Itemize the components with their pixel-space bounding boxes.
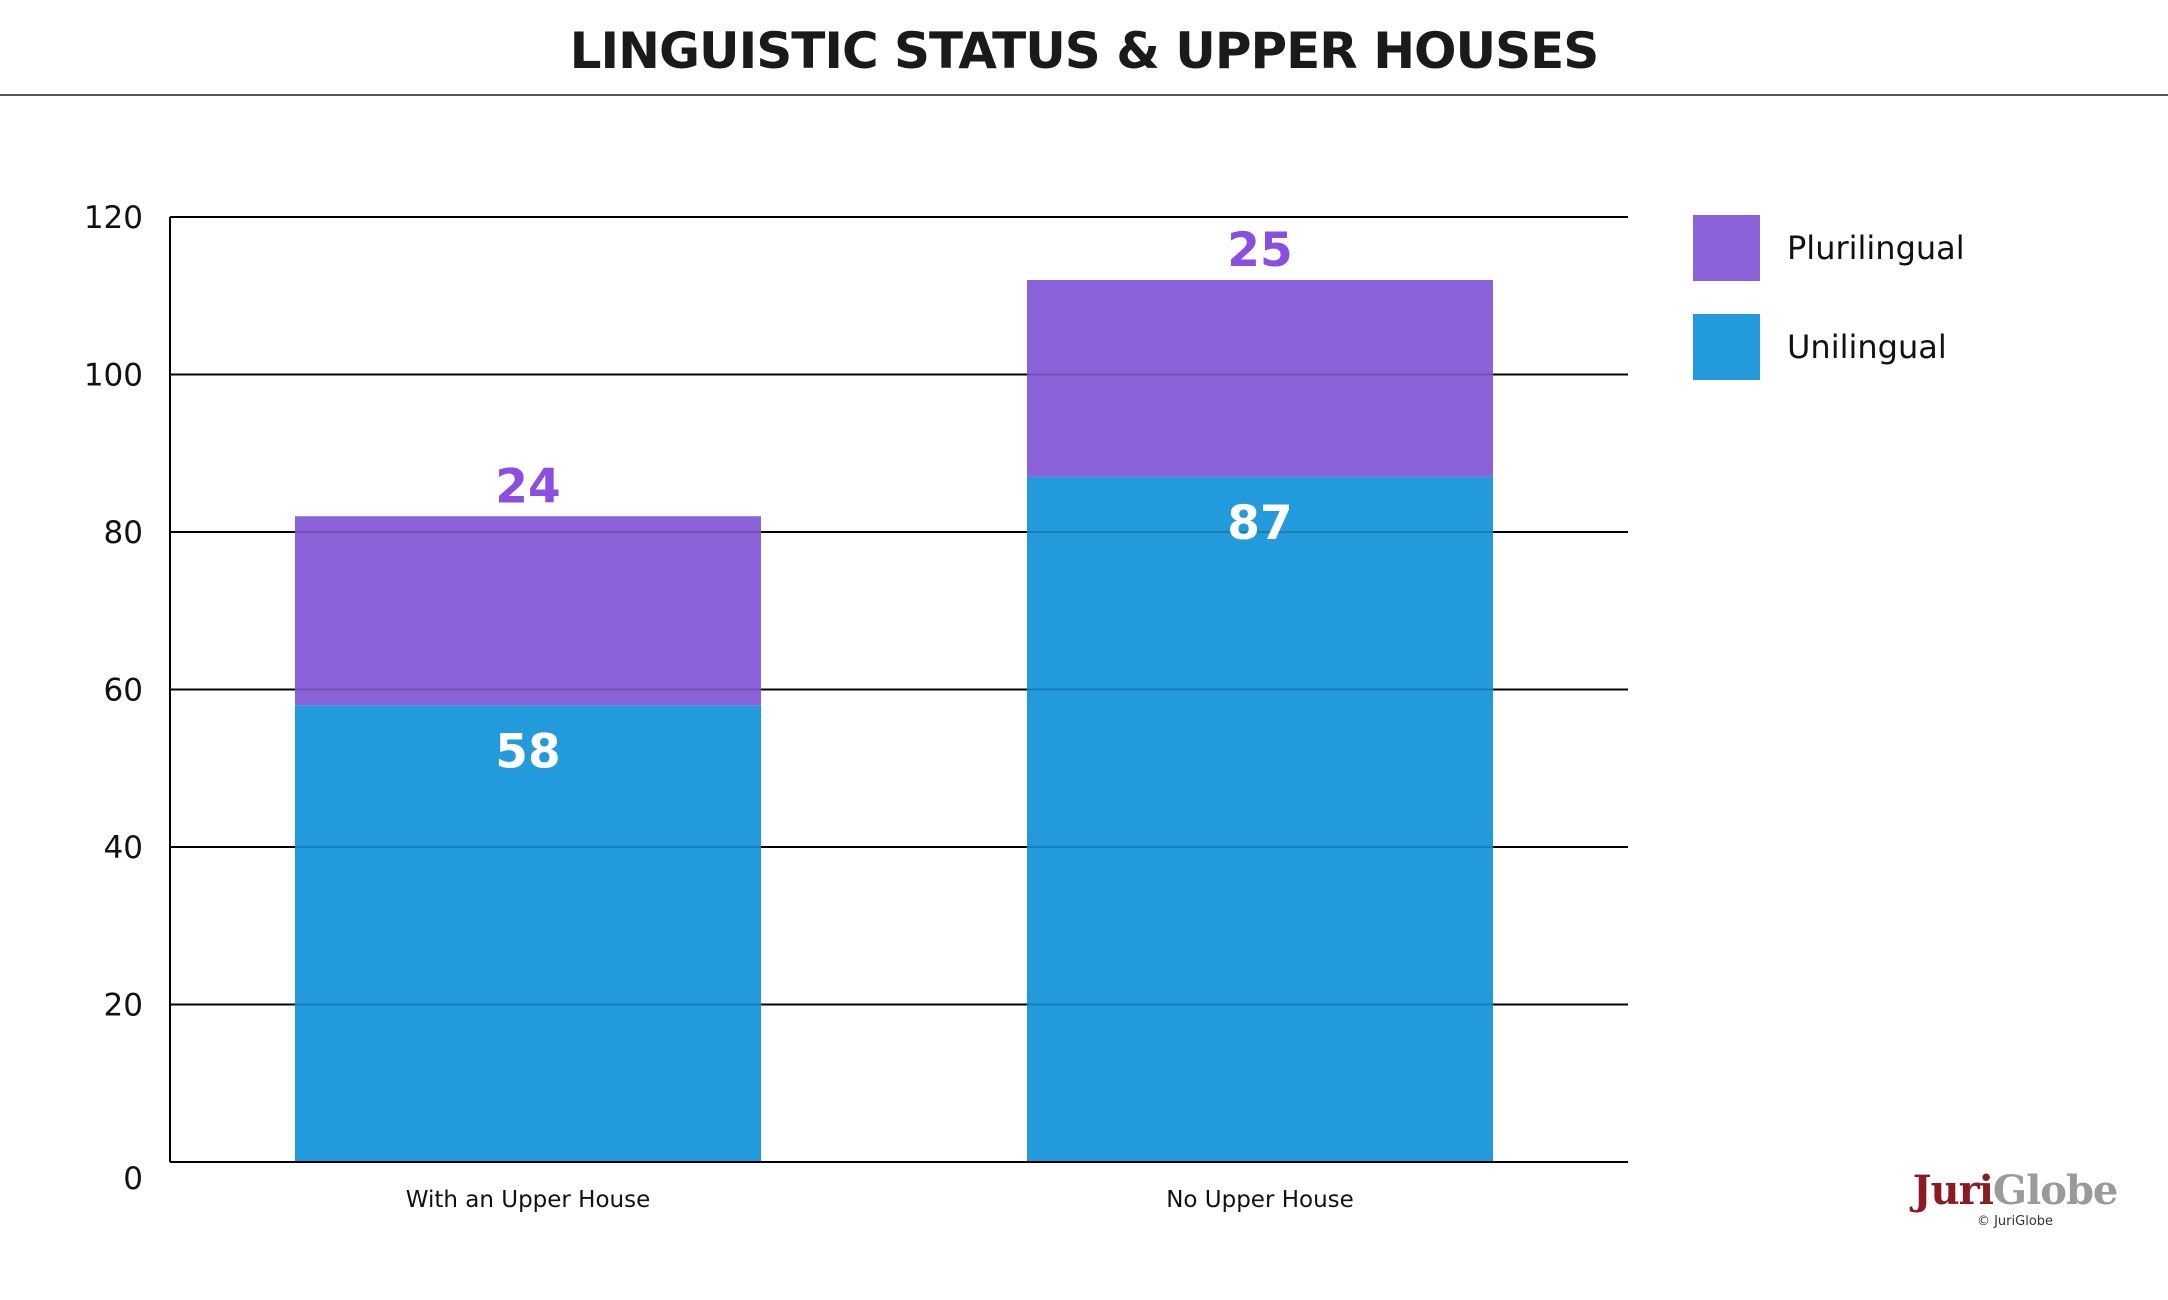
logo-text: JuriGlobe <box>1905 1168 2125 1214</box>
bar-plurilingual-0 <box>295 516 761 706</box>
y-tick-label-120: 120 <box>84 200 143 236</box>
logo-text-part1: Juri <box>1912 1167 1994 1214</box>
y-tick-label-60: 60 <box>104 673 143 709</box>
logo-text-part2: Globe <box>1992 1167 2118 1214</box>
title-divider <box>0 94 2168 96</box>
value-label-unilingual-1: 87 <box>1227 496 1292 551</box>
x-category-label-0: With an Upper House <box>406 1187 651 1213</box>
y-tick-label-40: 40 <box>104 830 143 866</box>
labels: 0 20 40 60 80 100 120 58 24 With an Upper House 87… <box>84 200 1354 1213</box>
legend: Plurilingual Unilingual <box>1693 215 1965 380</box>
bar-plurilingual-1 <box>1027 280 1493 477</box>
y-tick-label-0: 0 <box>123 1161 143 1197</box>
x-category-label-1: No Upper House <box>1166 1187 1354 1213</box>
y-tick-label-20: 20 <box>104 988 143 1024</box>
y-tick-label-100: 100 <box>84 358 143 394</box>
juriglobe-logo: JuriGlobe © JuriGlobe <box>1905 1168 2125 1230</box>
axes <box>169 217 1628 1163</box>
copyright-text: © JuriGlobe <box>1976 1214 2054 1229</box>
value-label-plurilingual-1: 25 <box>1227 223 1292 278</box>
y-tick-label-80: 80 <box>104 515 143 551</box>
legend-swatch-unilingual <box>1693 314 1760 380</box>
bar-unilingual-1 <box>1027 476 1493 1162</box>
value-label-unilingual-0: 58 <box>495 724 560 779</box>
legend-label-plurilingual: Plurilingual <box>1787 229 1965 267</box>
bars <box>170 280 1628 1162</box>
legend-label-unilingual: Unilingual <box>1787 328 1947 366</box>
bar-unilingual-0 <box>295 705 761 1162</box>
legend-swatch-plurilingual <box>1693 215 1760 281</box>
value-label-plurilingual-0: 24 <box>495 459 560 514</box>
chart-title: LINGUISTIC STATUS & UPPER HOUSES <box>569 22 1600 80</box>
